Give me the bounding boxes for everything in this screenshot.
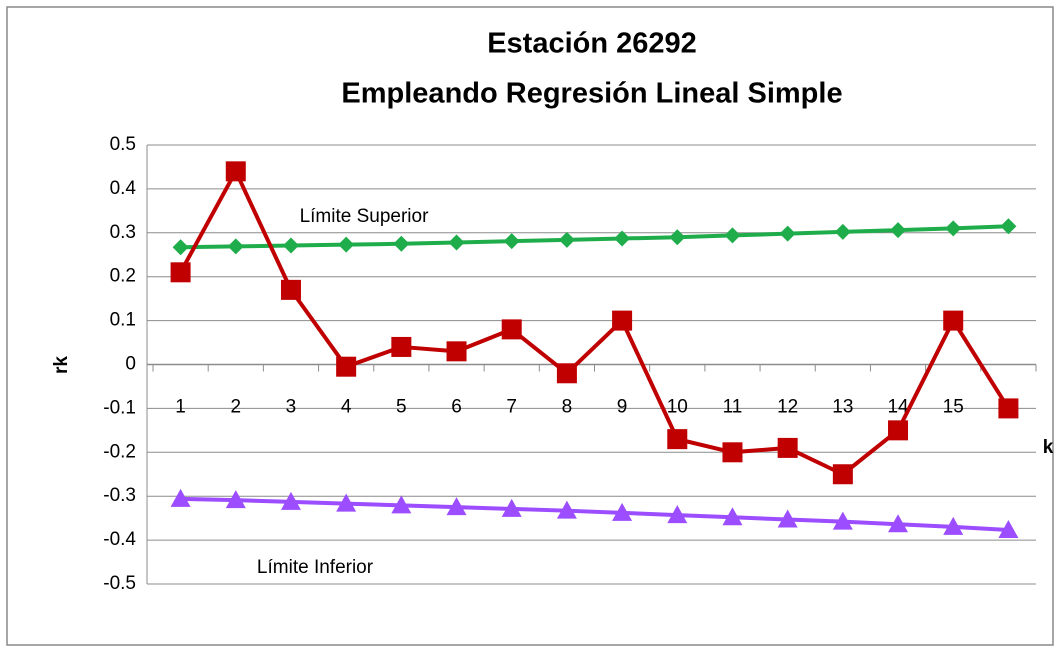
marker xyxy=(503,233,520,250)
y-tick-label: 0.5 xyxy=(110,134,136,155)
marker xyxy=(943,516,964,535)
y-tick-label: 0.3 xyxy=(110,222,136,243)
marker xyxy=(667,429,688,450)
y-tick-label: -0.5 xyxy=(103,573,136,594)
x-tick-label: 15 xyxy=(943,397,964,418)
marker xyxy=(832,511,853,530)
marker xyxy=(172,239,189,256)
x-tick-label: 10 xyxy=(667,397,688,418)
marker xyxy=(391,336,412,357)
marker xyxy=(393,235,410,252)
y-tick-label: -0.1 xyxy=(103,397,136,418)
x-tick-label: 6 xyxy=(451,397,462,418)
marker xyxy=(998,520,1019,539)
marker xyxy=(170,488,191,507)
series-line xyxy=(178,169,1011,477)
marker xyxy=(556,500,577,519)
marker xyxy=(722,507,743,526)
annotation: Límite Superior xyxy=(300,206,430,227)
marker xyxy=(556,363,577,384)
marker xyxy=(612,502,633,521)
marker xyxy=(501,319,522,340)
marker xyxy=(170,262,191,283)
y-tick-label: 0.4 xyxy=(110,178,137,199)
marker xyxy=(446,341,467,362)
marker xyxy=(888,420,909,441)
marker xyxy=(945,220,962,237)
marker xyxy=(448,234,465,251)
marker xyxy=(667,505,688,524)
marker xyxy=(832,464,853,485)
marker xyxy=(280,279,301,300)
y-tick-label: -0.4 xyxy=(103,529,136,550)
y-tick-label: -0.3 xyxy=(103,485,136,506)
x-tick-label: 14 xyxy=(887,397,909,418)
marker xyxy=(558,231,575,248)
x-tick-label: 9 xyxy=(617,397,628,418)
marker xyxy=(225,161,246,182)
y-tick-label: -0.2 xyxy=(103,441,136,462)
x-tick-label: 12 xyxy=(777,397,798,418)
marker xyxy=(890,222,907,239)
marker xyxy=(280,491,301,510)
marker xyxy=(391,495,412,514)
x-tick-label: 3 xyxy=(286,397,297,418)
marker xyxy=(724,227,741,244)
x-tick-label: 11 xyxy=(723,397,743,418)
chart-title: Empleando Regresión Lineal Simple xyxy=(341,78,842,110)
y-tick-label: 0.2 xyxy=(110,266,136,287)
x-tick-label: 7 xyxy=(506,397,517,418)
marker xyxy=(612,310,633,331)
y-axis-label: rk xyxy=(51,356,72,374)
series-line xyxy=(180,224,1009,250)
x-tick-label: 1 xyxy=(175,397,186,418)
series-line xyxy=(180,496,1009,532)
marker xyxy=(614,230,631,247)
marker xyxy=(777,437,798,458)
marker xyxy=(779,225,796,242)
x-tick-label: 8 xyxy=(562,397,573,418)
marker xyxy=(501,498,522,517)
marker xyxy=(998,398,1019,419)
marker xyxy=(834,223,851,240)
x-tick-label: 5 xyxy=(396,397,407,418)
y-tick-label: 0 xyxy=(125,354,136,375)
marker xyxy=(336,356,357,377)
y-tick-label: 0.1 xyxy=(110,310,136,331)
marker xyxy=(777,509,798,528)
marker xyxy=(336,493,357,512)
marker xyxy=(888,514,909,533)
x-tick-label: 13 xyxy=(832,397,853,418)
chart-title: Estación 26292 xyxy=(487,28,697,60)
x-tick-label: 2 xyxy=(230,397,241,418)
marker xyxy=(943,310,964,331)
x-axis-label: k xyxy=(1043,437,1054,458)
marker xyxy=(225,490,246,509)
x-tick-label: 4 xyxy=(341,397,352,418)
marker xyxy=(227,238,244,255)
marker xyxy=(282,237,299,254)
marker xyxy=(338,236,355,253)
chart-frame xyxy=(6,6,1054,646)
marker xyxy=(1000,218,1017,235)
marker xyxy=(722,442,743,463)
marker xyxy=(669,229,686,246)
marker xyxy=(446,497,467,516)
annotation: Límite Inferior xyxy=(257,557,374,578)
